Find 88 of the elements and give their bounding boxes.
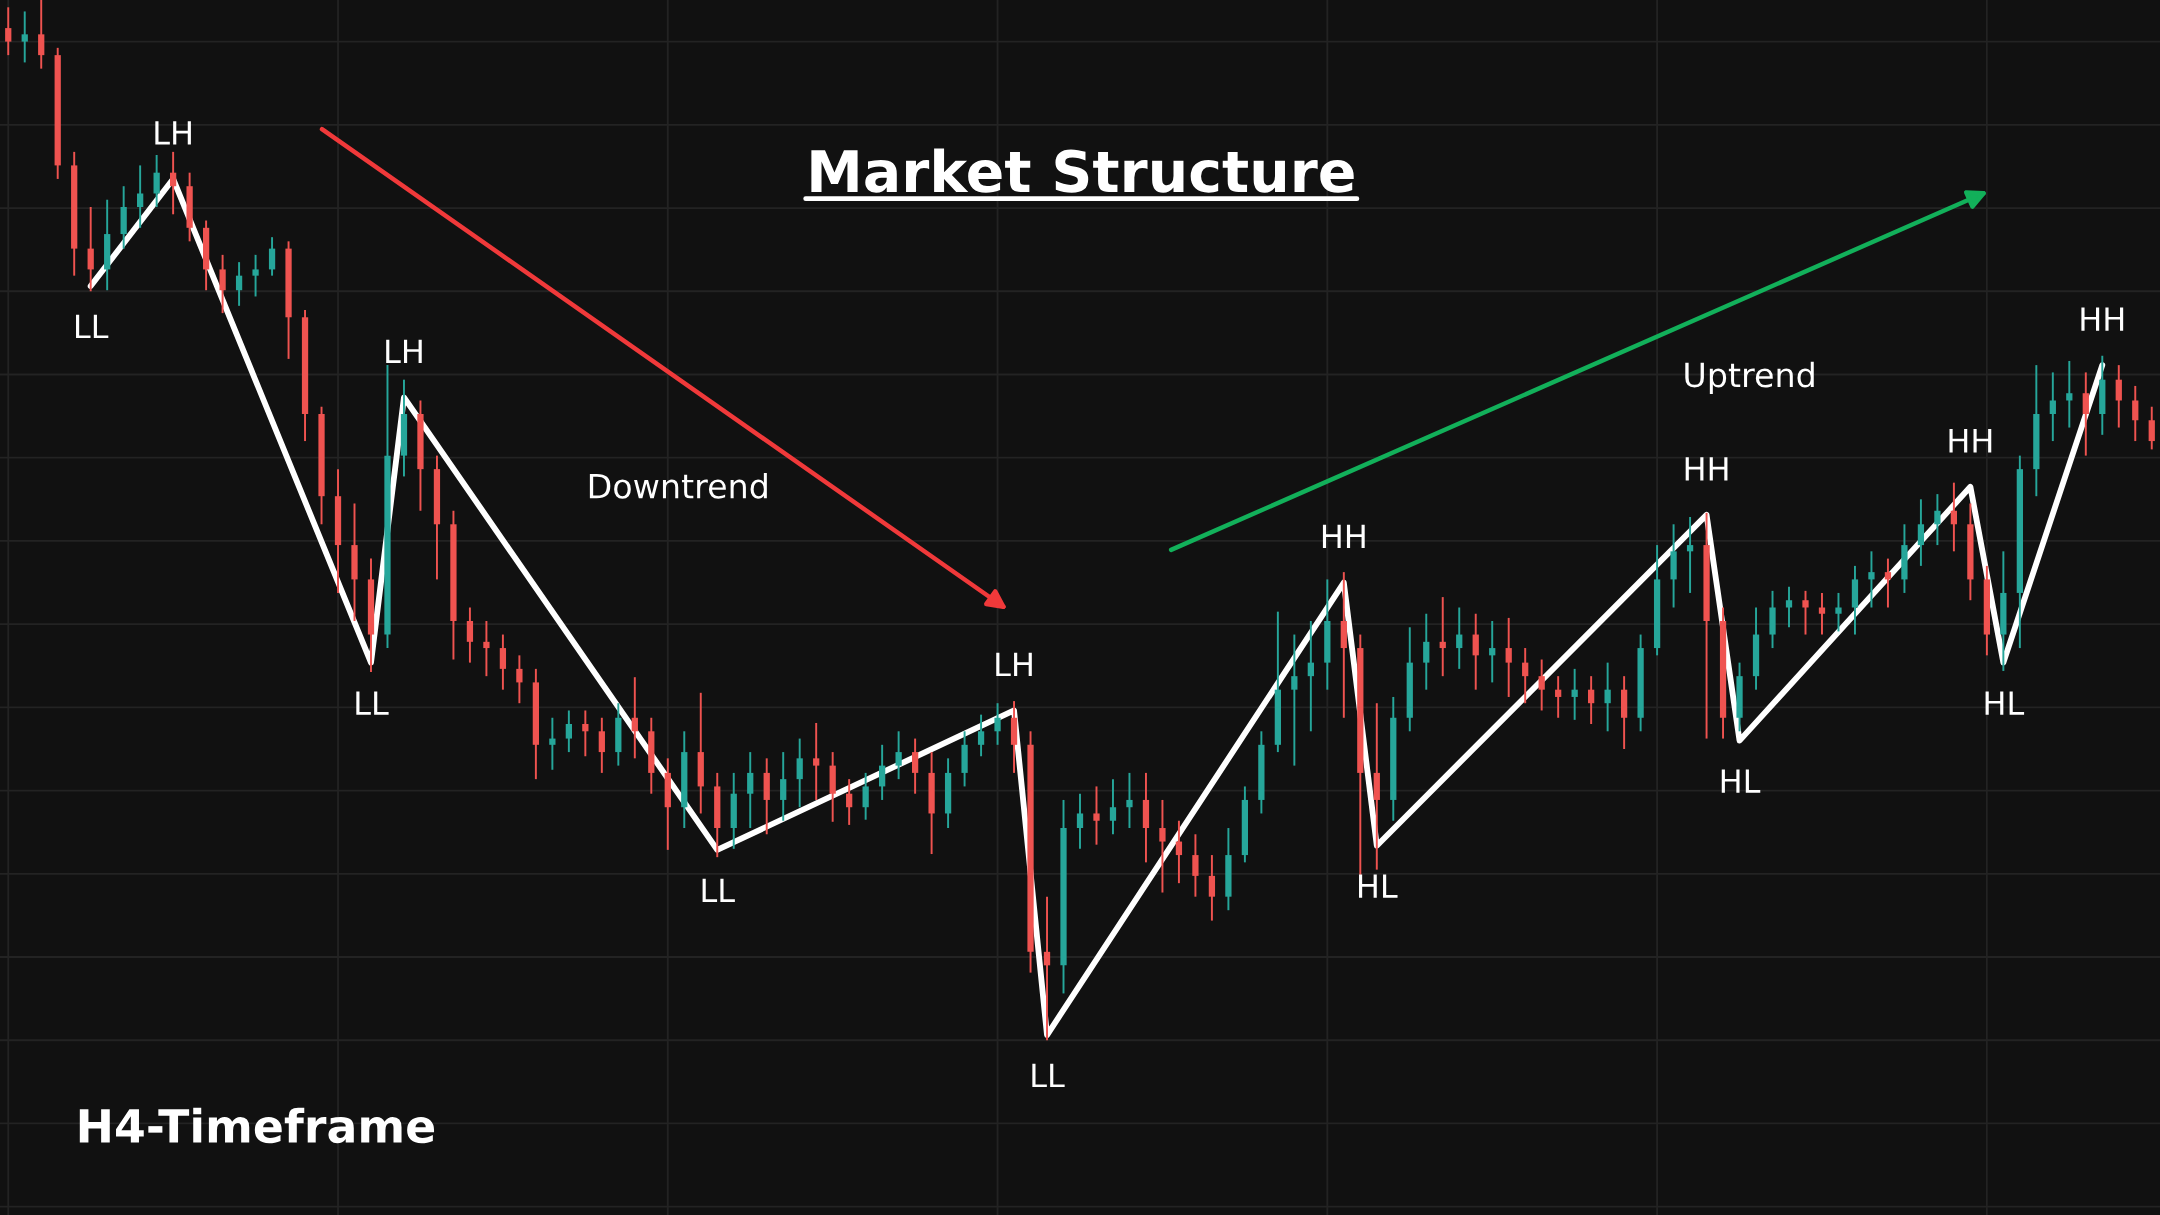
candlestick [1291,633,1298,767]
annotation: LL [702,878,735,902]
candlestick [1307,620,1314,733]
candlestick [1835,591,1842,633]
annotation: HL [1359,874,1398,898]
candlestick [137,164,144,229]
candlestick [516,654,523,705]
candlestick [153,154,160,208]
candlestick [1522,647,1529,705]
candlestick [1423,612,1430,691]
candlestick [1555,675,1562,719]
candlestick [1884,557,1892,609]
candlestick [38,0,45,70]
candlestick [235,261,243,307]
candlestick [1785,585,1793,629]
candlestick [582,709,589,758]
candlestick [598,716,605,774]
candlestick [1604,661,1611,733]
candlestick [1571,667,1578,721]
candlestick [499,633,507,691]
candlestick [1093,785,1100,846]
candlestick [747,751,754,829]
candlestick [895,730,902,781]
candlestick [5,6,12,57]
annotation: HL [1985,691,2025,715]
candlestick [1192,833,1199,898]
candlestick [1439,596,1446,678]
candlestick [1917,498,1925,567]
text: H4-Timeframe [79,1107,435,1144]
candlestick [565,709,572,754]
candlestick [1456,606,1463,670]
annotation: HH [1322,524,1365,549]
candlestick [813,722,820,801]
annotation: LL [356,691,389,715]
candlestick [796,737,803,809]
annotation: HL [1721,769,1761,793]
candlestick [2082,371,2089,457]
candlestick [2066,359,2073,429]
candlestick [911,737,919,795]
annotation: HH [1949,429,1992,453]
annotation: LH [386,339,422,363]
candlestick [1076,792,1084,850]
candlestick [977,713,985,758]
candlestick [1126,771,1133,829]
candlestick [1818,591,1826,636]
text: LL [1032,1063,1065,1088]
annotation: LH [155,121,191,145]
candlestick [466,606,474,664]
candlestick [1489,620,1496,684]
candlestick [846,778,853,826]
candlestick [2115,364,2122,429]
candlestick [2132,384,2139,443]
candlestick [862,771,869,821]
candlestick [170,150,177,216]
candlestick [994,702,1001,746]
candlestick [483,620,490,678]
candlestick [2148,405,2155,451]
candlestick [2049,371,2056,443]
annotation: Uptrend [1685,361,1814,394]
candlestick [219,253,226,315]
candlestick [252,253,259,298]
candlestick [1043,895,1051,1042]
candlestick [1472,612,1479,691]
text: Market Structure [811,148,1354,193]
candlestick [780,751,787,822]
candlestick [1950,481,1958,553]
candlestick [1505,616,1512,698]
candlestick [631,676,638,760]
candlestick [1208,854,1216,922]
candlestick [1934,493,1941,547]
candlestick [1175,819,1183,885]
candlestick [1109,778,1117,836]
annotation: LL [76,314,109,339]
candlestick [1868,550,1875,609]
annotation: HH [1685,457,1728,481]
candlestick [879,743,886,801]
candlestick [1538,658,1545,712]
candlestick [1588,675,1595,725]
candlestick [549,716,556,771]
candlestick [21,10,28,64]
candlestick [268,236,276,277]
candlestick [1802,589,1809,636]
annotation: LH [996,652,1032,677]
annotation: HH [2081,307,2124,331]
annotation: Downtrend [589,472,767,499]
candlestick [1159,798,1166,894]
candlestick [1686,516,1694,594]
candlestick [87,206,94,293]
